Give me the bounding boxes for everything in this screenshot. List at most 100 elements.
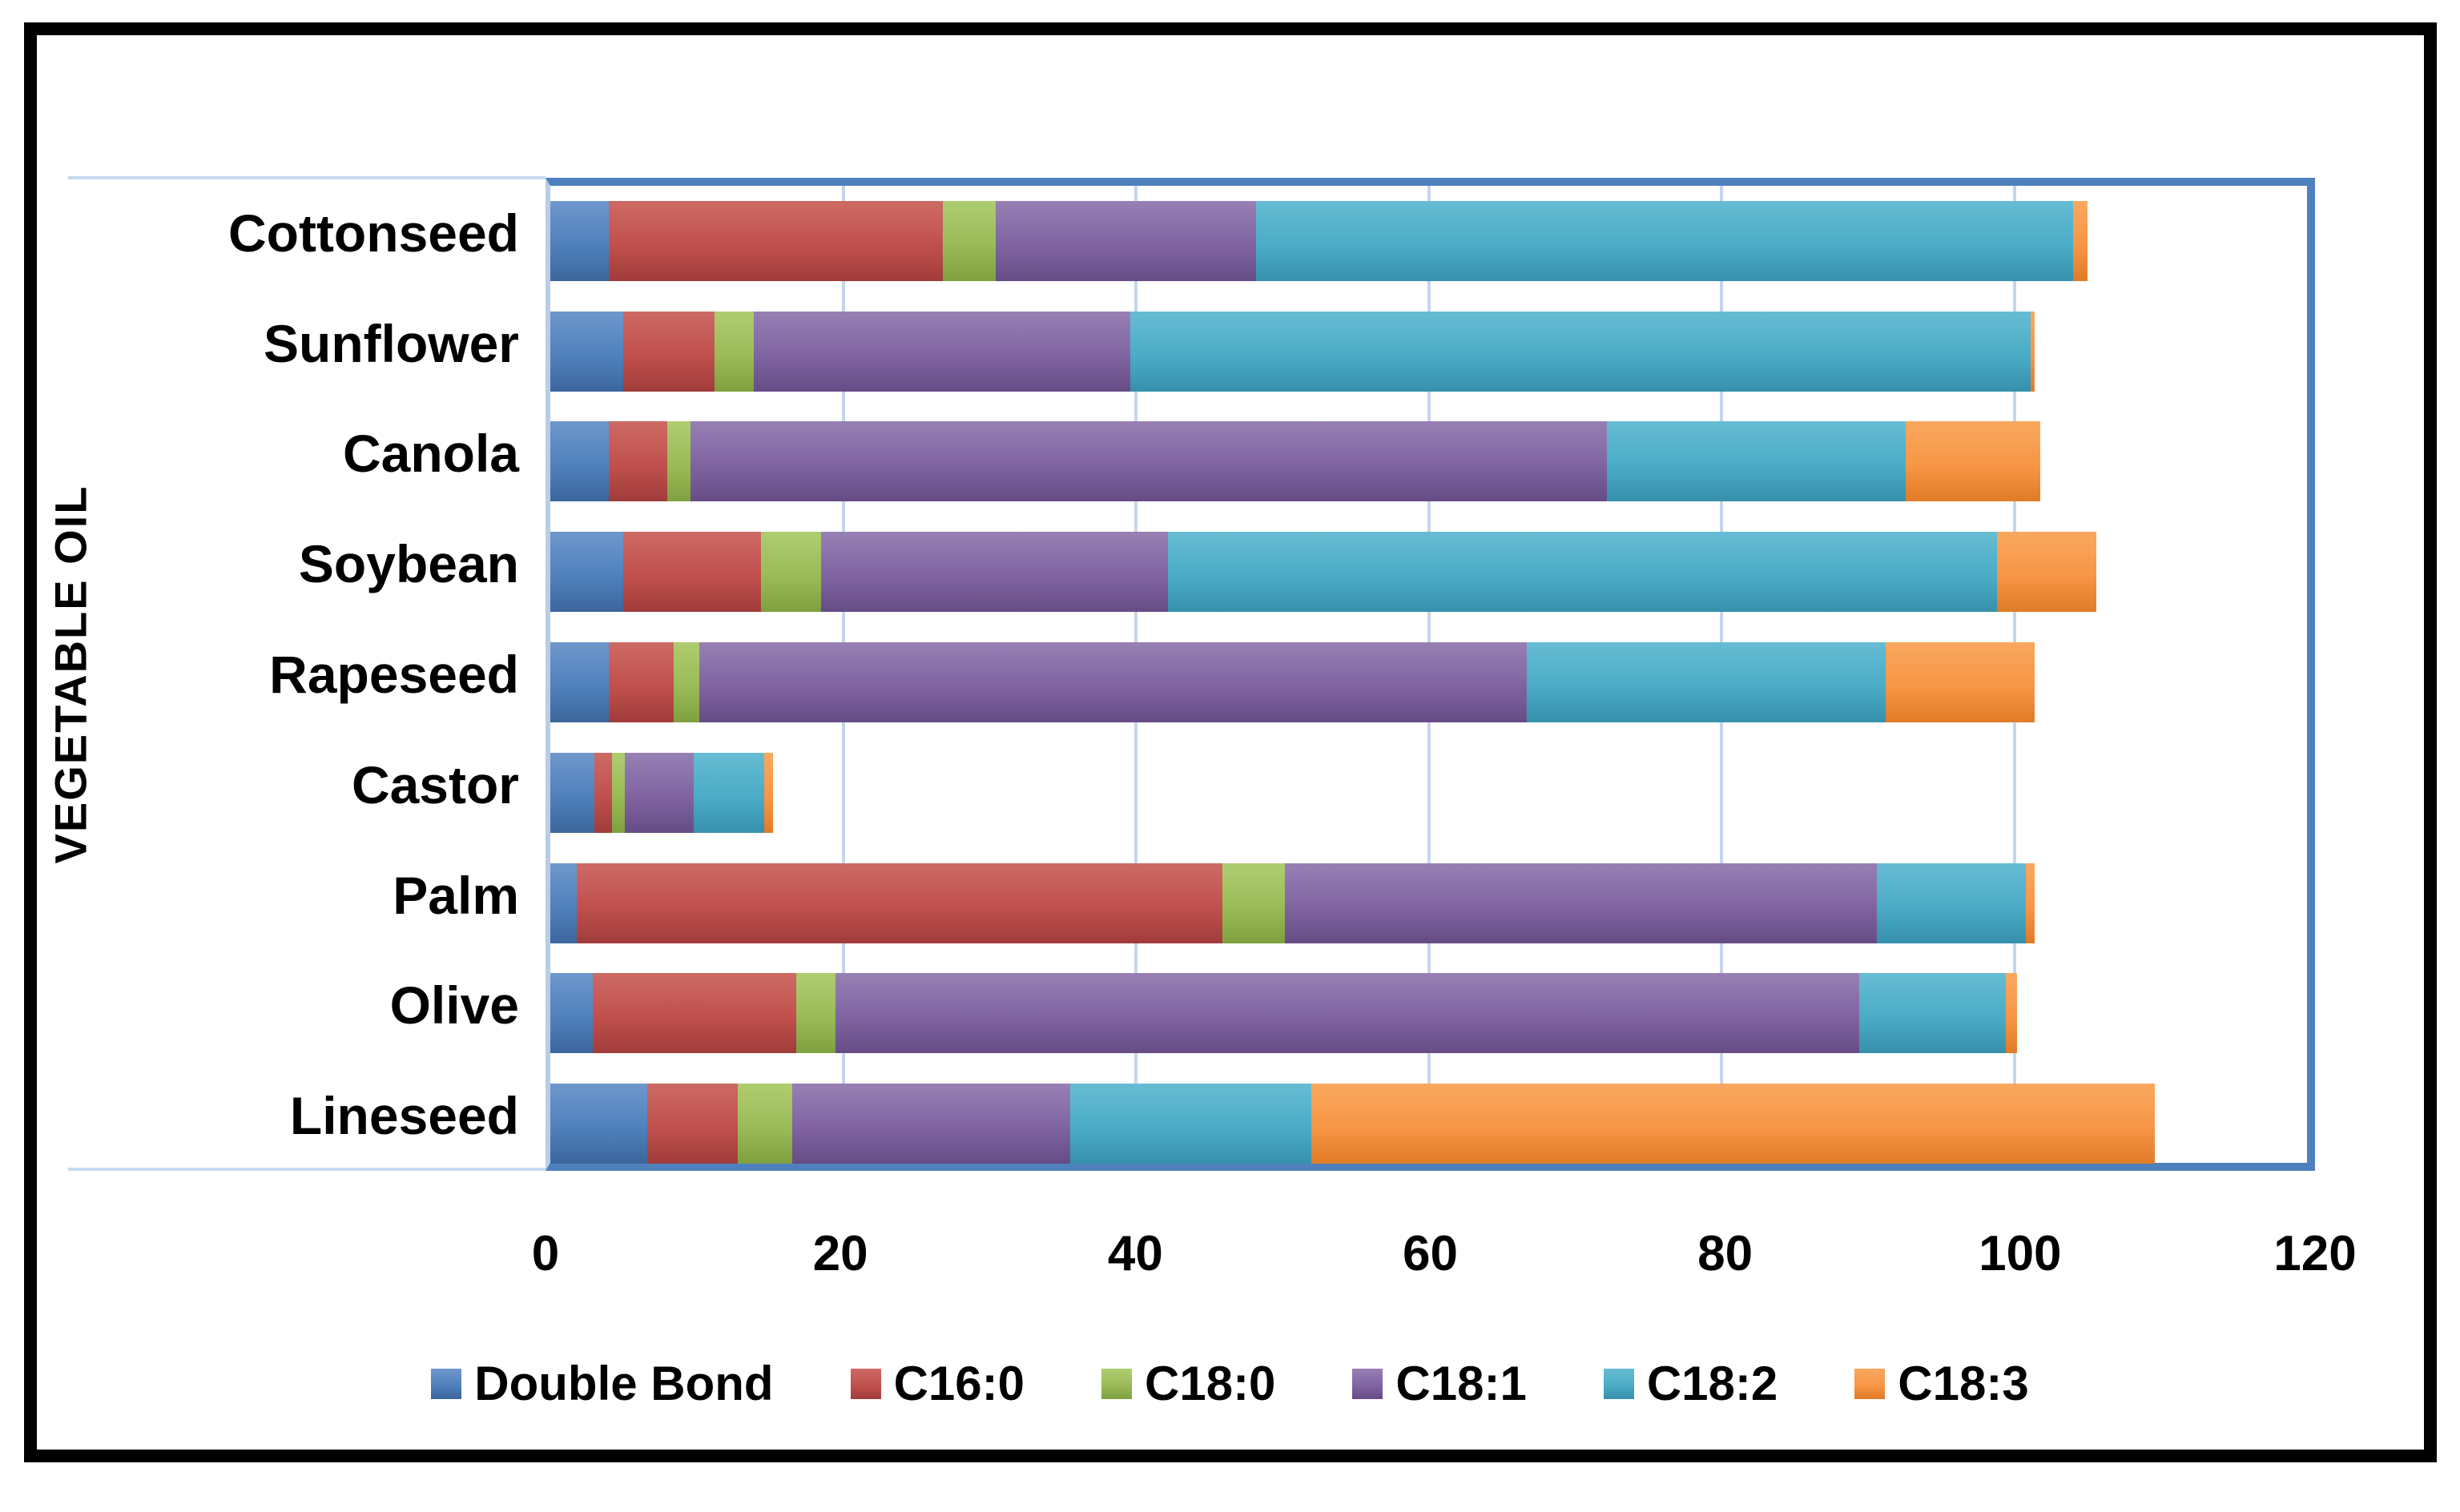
tick-label-80: 80 xyxy=(1697,1226,1753,1281)
stacked-bar-sunflower xyxy=(550,311,2307,392)
segment-olive-c18-0 xyxy=(796,973,836,1054)
segment-lineseed-c16-0 xyxy=(646,1084,738,1164)
category-axis-line-top xyxy=(68,176,546,179)
bar-row-cottonseed xyxy=(550,186,2307,296)
legend-item-c16-0: C16:0 xyxy=(850,1357,1025,1410)
legend-swatch-icon xyxy=(1603,1369,1634,1399)
legend-label: C16:0 xyxy=(893,1357,1025,1410)
segment-rapeseed-c18-3 xyxy=(1885,641,2035,722)
segment-rapeseed-c18-0 xyxy=(673,641,700,722)
segment-cottonseed-c18-3 xyxy=(2072,200,2088,281)
segment-sunflower-c18-1 xyxy=(754,311,1130,392)
segment-cottonseed-c18-2 xyxy=(1255,200,2073,281)
bar-row-rapeseed xyxy=(550,627,2307,738)
segment-palm-c18-0 xyxy=(1222,863,1286,943)
segment-palm-c18-1 xyxy=(1285,863,1877,943)
segment-soybean-c18-2 xyxy=(1168,532,1997,613)
segment-castor-c18-2 xyxy=(694,752,764,833)
tick-label-60: 60 xyxy=(1403,1226,1458,1281)
segment-sunflower-c18-2 xyxy=(1129,311,2031,392)
stacked-bar-olive xyxy=(550,973,2307,1054)
segment-palm-double-bond xyxy=(550,863,577,943)
tick-label-20: 20 xyxy=(812,1226,868,1281)
segment-sunflower-double-bond xyxy=(550,311,624,392)
bar-row-olive xyxy=(550,958,2307,1068)
bar-row-soybean xyxy=(550,517,2307,627)
category-label-soybean: Soybean xyxy=(298,534,519,594)
plot-area xyxy=(546,178,2315,1171)
segment-canola-c18-1 xyxy=(690,421,1608,502)
legend-item-c18-1: C18:1 xyxy=(1352,1357,1527,1410)
category-label-sunflower: Sunflower xyxy=(263,313,519,373)
category-label-olive: Olive xyxy=(389,975,519,1035)
segment-soybean-c18-3 xyxy=(1996,532,2096,613)
category-label-palm: Palm xyxy=(393,865,519,925)
category-label-castor: Castor xyxy=(351,754,519,814)
tick-label-40: 40 xyxy=(1107,1226,1163,1281)
segment-lineseed-c18-0 xyxy=(737,1084,792,1164)
legend-item-c18-0: C18:0 xyxy=(1101,1360,1275,1408)
segment-olive-c18-3 xyxy=(2005,973,2018,1054)
segment-cottonseed-double-bond xyxy=(550,200,610,281)
segment-sunflower-c18-0 xyxy=(714,311,754,392)
stacked-bar-castor xyxy=(550,752,2307,833)
bar-row-palm xyxy=(550,848,2307,959)
segment-cottonseed-c18-1 xyxy=(995,200,1256,281)
segment-sunflower-c18-3 xyxy=(2030,311,2035,392)
segment-palm-c16-0 xyxy=(576,863,1222,943)
tick-label-100: 100 xyxy=(1979,1226,2062,1281)
category-axis-line-bottom xyxy=(68,1168,546,1171)
legend-item-double-bond: Double Bond xyxy=(431,1357,774,1410)
segment-rapeseed-c18-1 xyxy=(699,641,1527,722)
legend-swatch-icon xyxy=(1101,1369,1132,1399)
segment-soybean-c18-0 xyxy=(761,532,822,613)
legend-swatch-icon xyxy=(431,1369,462,1399)
segment-cottonseed-c16-0 xyxy=(609,200,943,281)
segment-canola-c18-2 xyxy=(1607,421,1906,502)
legend-swatch-icon xyxy=(850,1369,881,1399)
category-label-rapeseed: Rapeseed xyxy=(269,645,519,704)
bar-row-canola xyxy=(550,407,2307,517)
segment-castor-c18-1 xyxy=(625,752,695,833)
stacked-bar-canola xyxy=(550,421,2307,502)
bar-row-sunflower xyxy=(550,296,2307,407)
segment-rapeseed-c16-0 xyxy=(609,641,674,722)
segment-olive-c18-2 xyxy=(1858,973,2006,1054)
bar-row-castor xyxy=(550,738,2307,848)
segment-soybean-c16-0 xyxy=(623,532,762,613)
legend-label: C18:0 xyxy=(1145,1357,1276,1410)
legend: Double Bond C16:0 C18:0 C18:1 C18:2 C18:3 xyxy=(96,1360,2364,1408)
segment-lineseed-c18-1 xyxy=(791,1084,1070,1164)
legend-label: C18:1 xyxy=(1395,1357,1527,1410)
stacked-bar-cottonseed xyxy=(550,200,2307,281)
segment-canola-c18-3 xyxy=(1906,421,2041,502)
segment-canola-double-bond xyxy=(550,421,610,502)
stacked-bar-rapeseed xyxy=(550,641,2307,722)
segment-cottonseed-c18-0 xyxy=(942,200,996,281)
legend-swatch-icon xyxy=(1854,1369,1886,1399)
segment-lineseed-c18-3 xyxy=(1311,1084,2155,1164)
segment-castor-double-bond xyxy=(550,752,594,833)
legend-label: Double Bond xyxy=(474,1357,774,1410)
segment-canola-c16-0 xyxy=(609,421,668,502)
segment-sunflower-c16-0 xyxy=(623,311,715,392)
category-label-cottonseed: Cottonseed xyxy=(228,203,519,263)
stacked-bar-soybean xyxy=(550,532,2307,613)
tick-label-0: 0 xyxy=(531,1226,560,1281)
segment-olive-c16-0 xyxy=(592,973,796,1054)
legend-swatch-icon xyxy=(1352,1369,1383,1399)
legend-item-c18-2: C18:2 xyxy=(1603,1357,1778,1410)
segment-canola-c18-0 xyxy=(667,421,691,502)
legend-item-c18-3: C18:3 xyxy=(1854,1360,2029,1408)
segment-castor-c16-0 xyxy=(594,752,612,833)
segment-castor-c18-3 xyxy=(763,752,773,833)
legend-label: C18:2 xyxy=(1646,1357,1778,1410)
bar-row-lineseed xyxy=(550,1068,2307,1179)
stacked-bar-lineseed xyxy=(550,1084,2307,1164)
segment-rapeseed-double-bond xyxy=(550,641,610,722)
segment-castor-c18-0 xyxy=(611,752,626,833)
segment-palm-c18-2 xyxy=(1876,863,2027,943)
tick-label-120: 120 xyxy=(2273,1226,2357,1281)
segment-palm-c18-3 xyxy=(2026,863,2035,943)
category-label-lineseed: Lineseed xyxy=(289,1086,519,1146)
